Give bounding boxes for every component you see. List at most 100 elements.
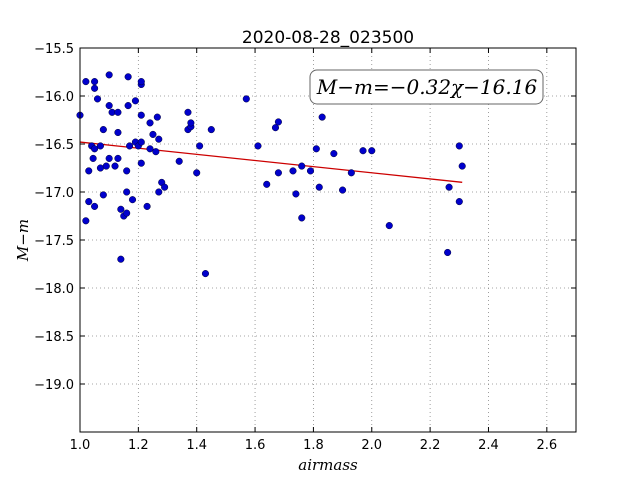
x-tick-label: 2.6 [536,438,557,453]
data-point [274,169,282,177]
data-point [306,167,315,175]
data-point [445,183,453,191]
data-point [117,255,125,263]
data-point [93,95,102,103]
data-point [137,78,145,86]
data-point [91,78,99,86]
data-point [347,169,355,177]
y-tick-label: −18.5 [34,330,74,345]
data-point [143,202,151,210]
data-point [117,205,125,213]
data-point [137,159,145,167]
equation-box-frame [309,69,544,105]
data-point [368,147,376,155]
data-point [339,186,347,194]
data-point [131,97,139,105]
data-point [137,111,145,119]
data-point [114,128,122,137]
data-point [149,130,157,138]
data-point [102,162,110,170]
fit-line-segment [79,141,463,183]
y-tick-label: −15.5 [34,42,74,57]
data-point [123,209,131,217]
data-point [146,119,154,127]
data-point [124,102,132,110]
data-point [128,196,137,204]
data-point [263,180,271,188]
x-tick-label: 1.2 [128,438,149,453]
data-point [385,222,393,230]
grid-lines [80,48,576,432]
x-tick-label: 1.4 [186,438,207,453]
chart-title: 2020-08-28_023500 [242,28,414,48]
x-tick-label: 2.4 [478,438,499,453]
data-point [105,71,113,79]
data-point [330,150,338,158]
axis-ticks [79,47,576,432]
data-point [289,167,297,175]
x-tick-label: 1.6 [245,438,266,453]
data-point [126,142,134,150]
x-tick-label: 2.0 [361,438,382,453]
data-point [111,162,119,170]
data-point [315,183,323,191]
data-point [193,169,201,177]
data-point [114,108,122,116]
y-tick-label: −18.0 [34,282,74,297]
data-points [76,71,466,278]
x-tick-label: 1.0 [70,438,91,453]
data-point [114,154,122,162]
fit-line [79,141,463,183]
data-point [105,102,113,110]
data-point [242,95,250,103]
y-tick-label: −19.0 [34,378,74,393]
data-point [99,191,107,199]
data-point [359,147,367,155]
data-point [152,148,160,156]
data-point [124,73,132,81]
data-point [99,126,107,134]
y-tick-label: −16.0 [34,90,74,105]
data-point [271,124,280,132]
data-point [155,188,163,196]
data-point [298,214,306,222]
data-point [82,78,90,86]
data-point [298,162,306,170]
data-point [91,202,99,210]
y-tick-label: −17.0 [34,186,74,201]
data-point [82,217,90,225]
y-axis-label: M−m [14,219,32,262]
fit-equation: M−m=−0.32χ−16.16 [316,75,538,99]
data-point [184,108,192,116]
data-point [91,84,99,92]
data-point [89,154,97,162]
data-point [292,190,300,198]
data-point [254,142,262,150]
data-point [444,248,452,257]
data-point [201,270,210,278]
y-tick-labels: −15.5 −16.0 −16.5 −17.0 −17.5 −18.0 −18.5 −19.0 [34,42,74,393]
data-point [123,188,131,196]
data-point [96,142,104,150]
data-point [455,198,463,206]
data-point [146,145,154,153]
data-point [155,135,163,143]
x-axis-label: airmass [298,456,358,474]
data-point [153,113,161,121]
data-point [207,126,215,134]
data-point [175,157,183,165]
data-point [318,113,326,121]
data-point [91,145,99,153]
data-point [312,145,320,153]
data-point [274,118,282,126]
y-tick-label: −16.5 [34,138,74,153]
data-point [196,142,204,150]
data-point [123,167,131,175]
data-point [105,154,113,162]
data-point [85,198,93,206]
data-point [455,142,463,150]
x-tick-labels: 1.0 1.2 1.4 1.6 1.8 2.0 2.2 2.4 2.6 [70,438,558,453]
x-tick-label: 2.2 [420,438,441,453]
fit-equation-box: M−m=−0.32χ−16.16 [309,69,544,105]
